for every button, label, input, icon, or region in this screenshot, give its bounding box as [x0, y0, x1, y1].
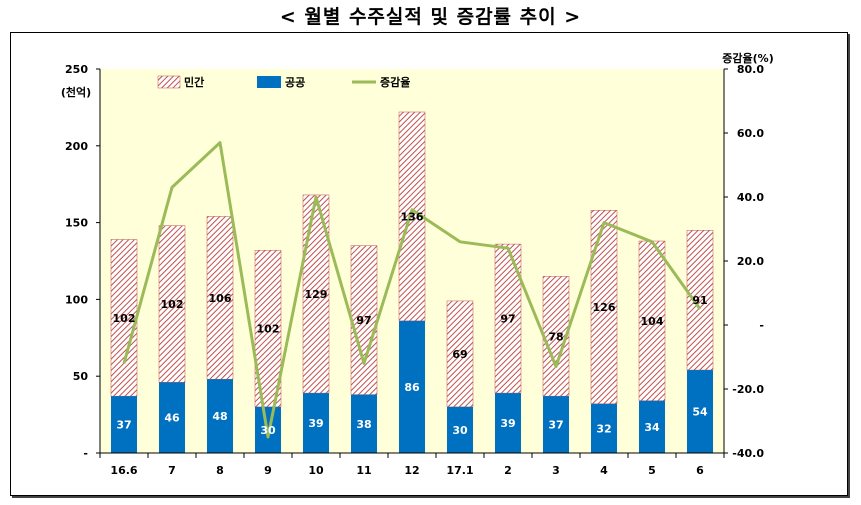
y-tick-label: 200: [65, 140, 88, 153]
x-tick-label: 11: [356, 464, 371, 477]
bar-private: [638, 240, 666, 402]
x-tick-label: 9: [264, 464, 272, 477]
data-label-private: 102: [257, 323, 280, 336]
x-tick-label: 3: [552, 464, 560, 477]
x-tick-label: 10: [308, 464, 324, 477]
bar-private: [446, 300, 474, 408]
bar-public: [399, 320, 425, 453]
bar-public: [543, 396, 569, 453]
x-tick-label: 2: [504, 464, 512, 477]
data-label-private: 97: [500, 313, 515, 326]
data-label-public: 46: [164, 412, 180, 425]
data-label-private: 97: [356, 314, 371, 327]
y-axis-label: (천억): [61, 85, 91, 99]
chart-frame: [10, 32, 848, 496]
y2-tick-label: -: [759, 319, 764, 332]
line-rate: [122, 141, 702, 439]
bar-public: [687, 370, 713, 453]
bar-public: [639, 400, 665, 453]
y2-tick-label: 20.0: [737, 255, 764, 268]
data-label-public: 30: [260, 424, 276, 437]
y-tick-label: 50: [73, 370, 89, 383]
bar-public: [303, 393, 329, 453]
x-tick-label: 4: [600, 464, 608, 477]
legend-label-rate: 증감율: [380, 75, 410, 89]
data-label-private: 104: [641, 315, 664, 328]
y-tick-label: -: [83, 447, 88, 460]
legend-label-public: 공공: [285, 76, 305, 89]
y-tick-label: 150: [65, 217, 88, 230]
data-label-public: 37: [548, 419, 563, 432]
y2-axis-label: 증감율(%): [722, 51, 773, 65]
y2-tick-label: -20.0: [732, 383, 764, 396]
data-label-private: 91: [692, 294, 707, 307]
data-label-private: 102: [113, 312, 136, 325]
x-tick-label: 6: [696, 464, 704, 477]
legend-swatch-private: [157, 75, 181, 89]
data-label-private: 129: [305, 288, 328, 301]
data-label-public: 54: [692, 406, 708, 419]
data-label-public: 86: [404, 381, 420, 394]
data-label-public: 39: [308, 417, 323, 430]
x-tick-label: 8: [216, 464, 224, 477]
data-label-public: 34: [644, 421, 660, 434]
legend-label-private: 민간: [184, 75, 204, 89]
bar-public: [447, 406, 473, 453]
bar-public: [111, 396, 137, 453]
data-label-private: 136: [401, 210, 424, 223]
y2-tick-label: 80.0: [737, 63, 764, 76]
data-label-public: 39: [500, 417, 515, 430]
data-label-public: 48: [212, 410, 227, 423]
bar-public: [159, 382, 185, 453]
y-tick-label: 250: [65, 63, 88, 76]
bar-public: [591, 403, 617, 453]
x-tick-label: 7: [168, 464, 176, 477]
y2-tick-label: 60.0: [737, 127, 764, 140]
data-label-private: 126: [593, 301, 616, 314]
y2-tick-label: -40.0: [732, 447, 764, 460]
bar-public: [351, 394, 377, 453]
y2-tick-label: 40.0: [737, 191, 764, 204]
data-label-private: 69: [452, 348, 467, 361]
bar-private: [206, 216, 234, 380]
bar-private: [686, 230, 714, 371]
data-label-public: 38: [356, 418, 371, 431]
data-label-public: 30: [452, 424, 468, 437]
x-tick-label: 12: [404, 464, 419, 477]
legend-swatch-public: [257, 76, 281, 88]
x-tick-label: 5: [648, 464, 656, 477]
data-label-private: 106: [209, 292, 232, 305]
bar-public: [495, 393, 521, 453]
data-label-private: 78: [548, 330, 563, 343]
data-label-private: 102: [161, 298, 184, 311]
y-tick-label: 100: [65, 293, 88, 306]
x-tick-label: 16.6: [110, 464, 137, 477]
data-label-public: 32: [596, 422, 611, 435]
page-title: < 월별 수주실적 및 증감률 추이 >: [279, 6, 582, 28]
bar-public: [207, 379, 233, 453]
data-label-public: 37: [116, 419, 131, 432]
x-tick-label: 17.1: [446, 464, 473, 477]
